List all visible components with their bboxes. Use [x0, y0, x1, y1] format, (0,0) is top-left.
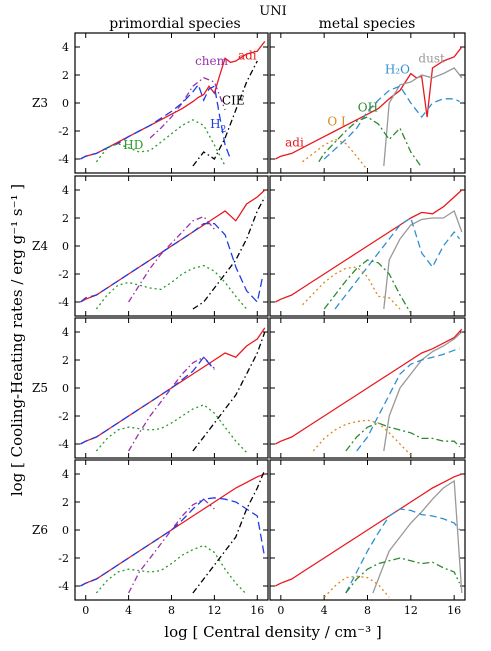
series-adi	[80, 473, 266, 587]
annotation-adi: adi	[285, 135, 304, 149]
annotation-o-i: O I	[327, 114, 346, 128]
series-hd	[95, 264, 248, 310]
y-tick-label: 0	[62, 382, 69, 395]
x-tick-label: 12	[404, 604, 418, 617]
panel-z5-metal	[269, 317, 466, 459]
series-cie	[192, 196, 266, 310]
y-tick-label: 2	[62, 496, 69, 509]
x-axis-label: log [ Central density / cm⁻³ ]	[164, 623, 381, 641]
figure-title: UNI	[259, 4, 286, 19]
y-tick-label: 2	[62, 69, 69, 82]
series-chem	[128, 498, 215, 594]
row-label: Z3	[32, 96, 48, 110]
series-chem	[128, 356, 215, 452]
series-hd	[95, 544, 248, 595]
column-title-primordial: primordial species	[109, 16, 240, 32]
row-label: Z6	[32, 523, 48, 537]
y-tick-label: 2	[62, 354, 69, 367]
y-tick-label: 4	[62, 41, 69, 54]
series-oi	[302, 138, 369, 171]
annotation-cie: CIE	[222, 93, 245, 107]
y-tick-label: 4	[62, 326, 69, 339]
panel-z6-primordial: 0 4 8 12 16 -4 -2 2 4 Z6 0	[32, 459, 269, 617]
y-tick-label: -2	[58, 552, 69, 565]
column-title-metal: metal species	[319, 16, 416, 32]
x-tick-label: 0	[277, 604, 284, 617]
annotation-dust: dust	[418, 51, 445, 65]
x-tick-label: 16	[447, 604, 461, 617]
annotation-h₂o: H₂O	[385, 63, 410, 77]
series-dust	[383, 210, 463, 310]
y-tick-label: 0	[62, 524, 69, 537]
series-adi	[275, 328, 463, 445]
y-tick-label: -4	[58, 438, 69, 451]
series-h2o	[345, 508, 461, 594]
series-h2	[80, 83, 232, 160]
x-tick-label: 8	[168, 604, 175, 617]
series-oi	[323, 575, 390, 598]
x-tick-label: 16	[250, 604, 264, 617]
x-tick-label: 8	[364, 604, 371, 617]
series-oi	[302, 266, 401, 310]
series-h2o	[334, 216, 461, 310]
x-tick-label: 4	[125, 604, 132, 617]
series-dust	[383, 67, 463, 167]
y-tick-label: -4	[58, 153, 69, 166]
panel-z4-primordial: -4 -2 2 4 Z4 0	[32, 175, 269, 317]
x-tick-label: 12	[207, 604, 221, 617]
series-oi	[312, 419, 412, 456]
series-cie	[192, 331, 266, 452]
series-h2	[80, 356, 215, 445]
series-adi	[275, 189, 463, 303]
annotation-hd: HD	[123, 138, 143, 152]
annotation-subscript: 2	[221, 125, 227, 135]
annotation-h2: H2	[210, 117, 226, 135]
y-axis-label: log [ Cooling-Heating rates / erg g⁻¹ s⁻…	[8, 184, 26, 496]
y-tick-label: -2	[58, 125, 69, 138]
series-chem	[149, 77, 226, 139]
y-tick-label: 0	[62, 240, 69, 253]
y-tick-label: -4	[58, 296, 69, 309]
series-hd	[95, 119, 226, 167]
row-label: Z5	[32, 381, 48, 395]
series-dust	[383, 331, 463, 452]
panel-z6-metal: 0 4 8 12 16	[269, 459, 466, 617]
y-tick-label: 2	[62, 212, 69, 225]
y-tick-label: -2	[58, 410, 69, 423]
y-tick-label: 4	[62, 184, 69, 197]
panel-z3-metal: adi O I OH H₂O dust	[269, 32, 466, 174]
series-oh	[318, 116, 423, 168]
series-adi	[80, 41, 266, 160]
series-h2o	[323, 85, 460, 160]
series-cie	[192, 60, 258, 167]
series-chem	[128, 215, 215, 303]
series-oh	[323, 259, 412, 314]
panel-z5-primordial: -4 -2 2 4 Z5 0	[32, 317, 269, 459]
series-adi	[80, 327, 266, 445]
series-oh	[345, 557, 461, 594]
y-tick-label: 0	[62, 97, 69, 110]
annotation-oh: OH	[358, 100, 378, 114]
series-adi	[275, 46, 463, 160]
series-adi	[275, 473, 463, 587]
annotation-chem: chem	[195, 54, 229, 68]
row-label: Z4	[32, 239, 48, 253]
series-dust	[372, 479, 463, 594]
x-tick-label: 4	[321, 604, 328, 617]
series-h2	[79, 222, 264, 304]
series-h2o	[356, 348, 460, 452]
panel-z3-primordial: -4 -2 2 4 Z3 0 chem adi H2 HD CIE	[32, 32, 269, 174]
series-h2	[80, 497, 266, 587]
annotation-adi: adi	[238, 49, 257, 63]
series-oh	[345, 422, 461, 452]
y-tick-label: -2	[58, 268, 69, 281]
y-tick-label: 4	[62, 468, 69, 481]
y-tick-label: -4	[58, 580, 69, 593]
panel-z4-metal	[269, 175, 466, 317]
x-tick-label: 0	[82, 604, 89, 617]
series-hd	[95, 404, 248, 453]
series-cie	[192, 469, 266, 594]
